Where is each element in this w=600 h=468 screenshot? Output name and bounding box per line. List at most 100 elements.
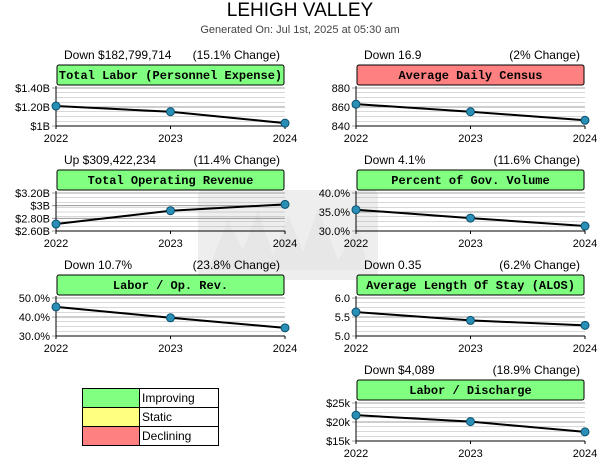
change-percent: (15.1% Change) bbox=[192, 48, 280, 62]
y-tick-label: $3.20B bbox=[15, 188, 50, 200]
chart-total-labor: Down $182,799,714 (15.1% Change) $1B $1.2… bbox=[0, 48, 300, 153]
y-tick-label: 30.0% bbox=[319, 226, 350, 238]
legend-label: Static bbox=[142, 410, 173, 424]
legend-item-static: Static bbox=[83, 408, 218, 427]
page-title: LEHIGH VALLEY bbox=[226, 0, 374, 21]
chart-title-box bbox=[356, 169, 585, 191]
data-point bbox=[166, 107, 175, 117]
y-tick-label: 5.5 bbox=[335, 312, 350, 324]
chart-title-box bbox=[356, 64, 585, 86]
data-point bbox=[580, 320, 590, 330]
x-tick-label: 2024 bbox=[273, 343, 297, 355]
x-tick-label: 2022 bbox=[344, 238, 368, 250]
y-tick-label: $3B bbox=[30, 201, 50, 213]
change-amount: Down 4.1% bbox=[364, 153, 426, 167]
data-point bbox=[51, 302, 61, 312]
x-tick-label: 2023 bbox=[158, 238, 182, 250]
data-point bbox=[351, 205, 361, 215]
data-point bbox=[466, 107, 475, 117]
x-tick-label: 2024 bbox=[573, 238, 597, 250]
chart-percent-gov-volume: Down 4.1% (11.6% Change) 30.0% 35.0% 40.0%… bbox=[300, 153, 600, 258]
chart-title-box bbox=[56, 169, 285, 191]
chart-labor-per-discharge: Down $4,089 (18.9% Change) $15k $20k $25k 2… bbox=[300, 363, 600, 468]
data-point bbox=[280, 118, 290, 128]
y-tick-label: 5.0 bbox=[335, 331, 350, 343]
x-tick-label: 2023 bbox=[158, 343, 182, 355]
data-point bbox=[280, 323, 290, 333]
legend: Improving Static Declining bbox=[82, 388, 219, 446]
y-tick-label: $20k bbox=[326, 417, 350, 429]
change-percent: (11.4% Change) bbox=[193, 153, 281, 167]
y-tick-label: 50.0% bbox=[19, 293, 50, 305]
chart-svg: $2.60B$2.80B$3B$3.20B 2022 2023 2024 Total O… bbox=[15, 169, 297, 250]
x-tick-label: 2023 bbox=[458, 448, 482, 460]
data-point bbox=[166, 206, 175, 216]
chart-title: Labor / Op. Rev. bbox=[113, 279, 228, 293]
y-tick-label: 840 bbox=[332, 121, 350, 133]
chart-title-box bbox=[56, 64, 285, 86]
x-tick-label: 2024 bbox=[273, 133, 297, 145]
x-tick-label: 2023 bbox=[458, 343, 482, 355]
change-amount: Down $182,799,714 bbox=[64, 48, 172, 62]
chart-svg: 840 860 880 2022 2023 2024 Average Daily Censu… bbox=[332, 64, 597, 145]
chart-average-daily-census: Down 16.9 (2% Change) 840 860 880 2022 2023 2… bbox=[300, 48, 600, 153]
chart-labor-op-rev: Down 10.7% (23.8% Change) 30.0% 40.0% 50.0… bbox=[0, 258, 300, 363]
change-amount: Down 0.35 bbox=[364, 258, 422, 272]
y-tick-label: 30.0% bbox=[19, 331, 50, 343]
chart-title: Average Length Of Stay (ALOS) bbox=[366, 279, 575, 293]
data-point bbox=[351, 99, 361, 109]
x-tick-label: 2022 bbox=[44, 133, 68, 145]
data-point bbox=[580, 115, 590, 125]
change-amount: Down 16.9 bbox=[364, 48, 422, 62]
chart-title: Total Labor (Personnel Expense) bbox=[59, 69, 282, 83]
y-tick-label: 35.0% bbox=[319, 207, 350, 219]
chart-svg: 30.0% 40.0% 50.0% 2022 2023 2024 Labor / Op. R… bbox=[19, 274, 297, 355]
x-tick-label: 2022 bbox=[344, 133, 368, 145]
x-tick-label: 2022 bbox=[44, 343, 68, 355]
y-tick-label: 40.0% bbox=[19, 312, 50, 324]
y-tick-label: $15k bbox=[326, 436, 350, 448]
change-percent: (2% Change) bbox=[509, 48, 580, 62]
chart-title: Labor / Discharge bbox=[409, 384, 531, 398]
data-point bbox=[280, 199, 290, 209]
chart-title: Average Daily Census bbox=[398, 69, 542, 83]
legend-swatch bbox=[83, 389, 140, 407]
data-point bbox=[51, 219, 61, 229]
chart-title: Total Operating Revenue bbox=[88, 174, 254, 188]
data-point bbox=[466, 213, 475, 223]
legend-item-improving: Improving bbox=[83, 389, 218, 408]
y-tick-label: $2.80B bbox=[15, 213, 50, 225]
data-point bbox=[351, 410, 361, 420]
change-percent: (11.6% Change) bbox=[493, 153, 581, 167]
data-point bbox=[166, 313, 175, 323]
change-amount: Up $309,422,234 bbox=[64, 153, 157, 167]
y-tick-label: 880 bbox=[332, 83, 350, 95]
x-tick-label: 2024 bbox=[573, 343, 597, 355]
x-tick-label: 2024 bbox=[573, 133, 597, 145]
change-amount: Down $4,089 bbox=[364, 363, 435, 377]
data-point bbox=[466, 315, 475, 325]
change-amount: Down 10.7% bbox=[64, 258, 133, 272]
data-point bbox=[580, 221, 590, 231]
chart-svg: 30.0% 35.0% 40.0% 2022 2023 2024 Percent of Go… bbox=[319, 169, 597, 250]
chart-title-box bbox=[356, 274, 585, 296]
generated-timestamp: Generated On: Jul 1st, 2025 at 05:30 am bbox=[200, 24, 400, 36]
y-tick-label: $2.60B bbox=[15, 226, 50, 238]
legend-label: Declining bbox=[142, 429, 192, 443]
chart-title: Percent of Gov. Volume bbox=[391, 174, 549, 188]
legend-swatch bbox=[83, 427, 140, 445]
change-percent: (6.2% Change) bbox=[499, 258, 580, 272]
x-tick-label: 2022 bbox=[344, 343, 368, 355]
data-point bbox=[51, 101, 61, 111]
legend-item-declining: Declining bbox=[83, 427, 218, 445]
data-point bbox=[351, 307, 361, 317]
y-tick-label: $1.40B bbox=[15, 83, 50, 95]
y-tick-label: 860 bbox=[332, 102, 350, 114]
data-point bbox=[580, 427, 590, 437]
chart-average-length-of-stay: Down 0.35 (6.2% Change) 5.0 5.5 6.0 2022 202… bbox=[300, 258, 600, 363]
chart-svg: $1B $1.20B $1.40B 2022 2023 2024 Total Labor (… bbox=[15, 64, 297, 145]
y-tick-label: 6.0 bbox=[335, 293, 350, 305]
chart-title-box bbox=[356, 379, 585, 401]
data-point bbox=[466, 417, 475, 427]
legend-swatch bbox=[83, 408, 140, 426]
